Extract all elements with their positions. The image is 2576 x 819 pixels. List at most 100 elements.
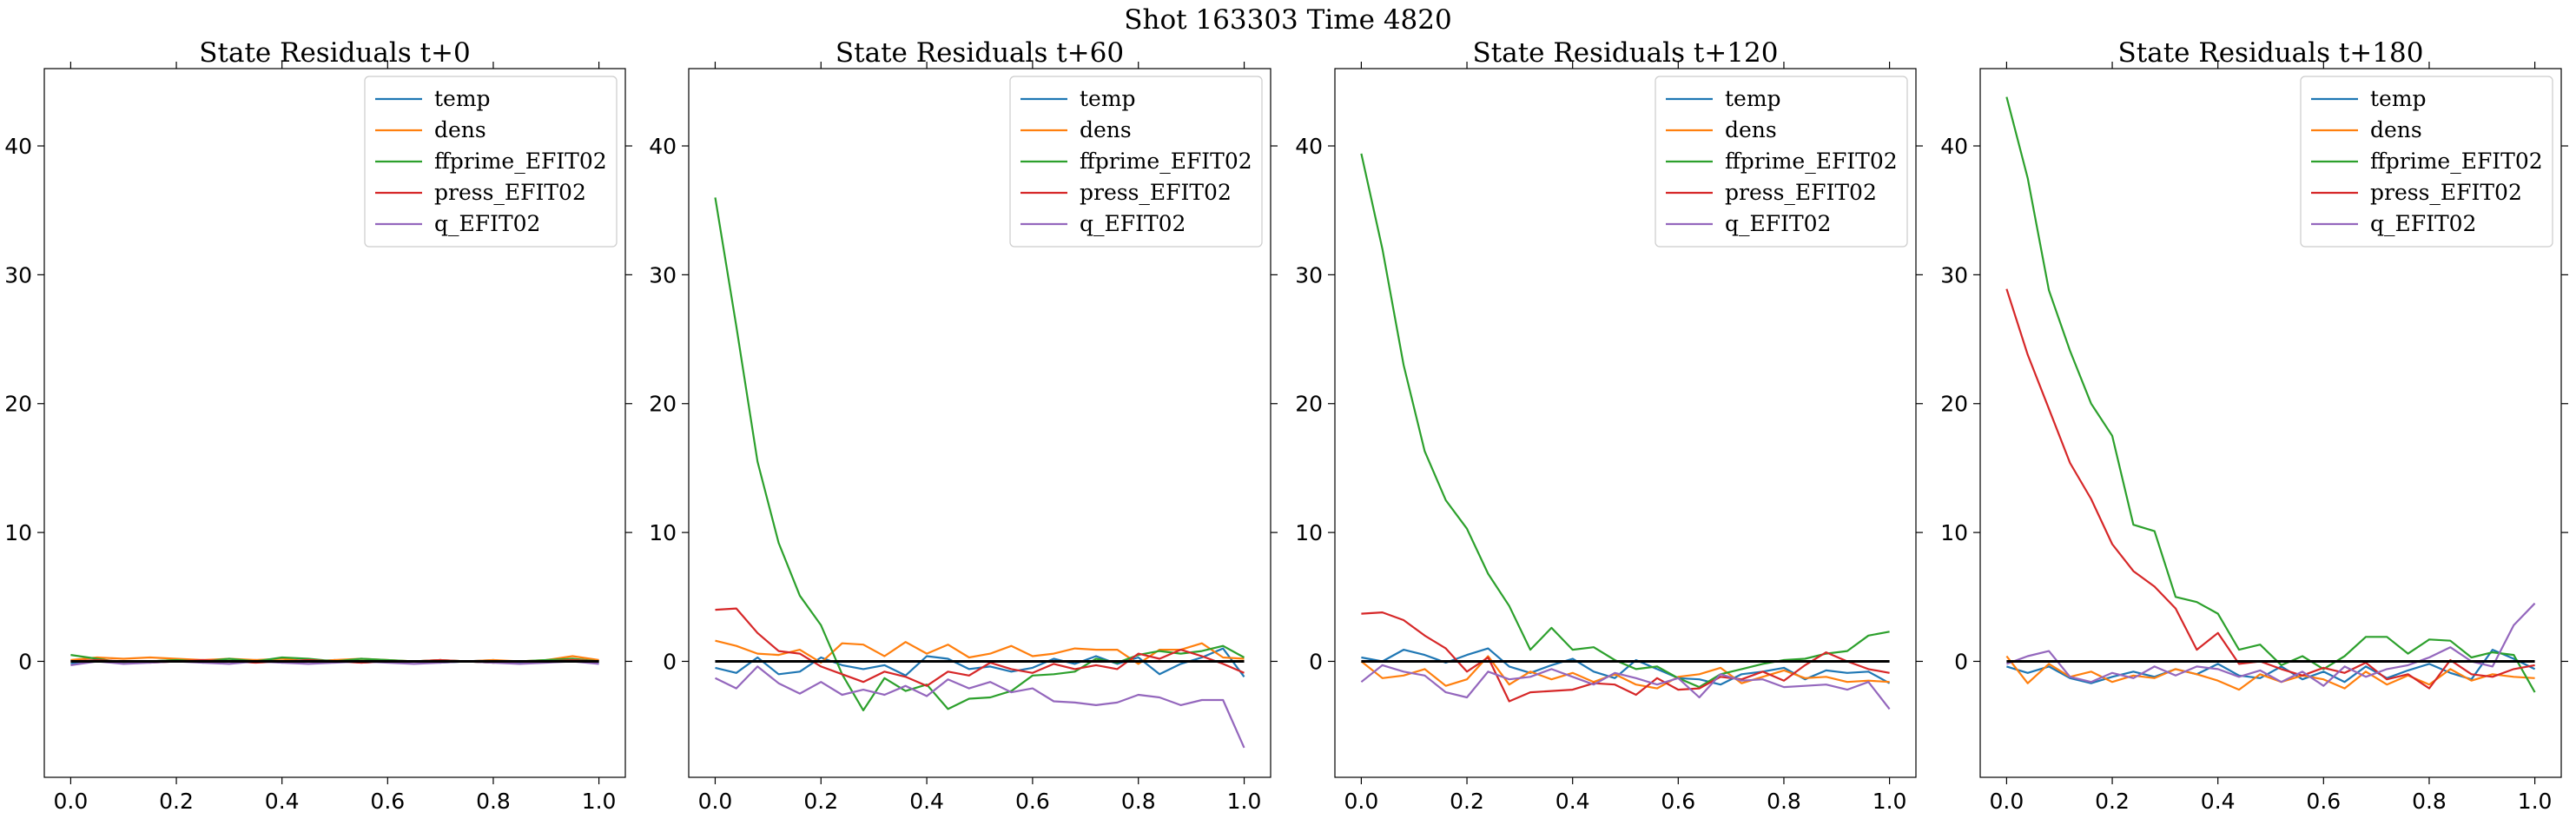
x-tick-label: 0.2 — [803, 789, 838, 814]
legend-label: q_EFIT02 — [434, 211, 540, 236]
x-tick-label: 0.6 — [370, 789, 405, 814]
legend-label: q_EFIT02 — [2370, 211, 2476, 236]
series-line-press_EFIT02 — [2005, 288, 2535, 690]
series-line-dens — [2005, 655, 2535, 691]
y-tick-label: 40 — [649, 134, 677, 159]
x-tick-label: 0.0 — [698, 789, 733, 814]
legend: temp dens ffprime_EFIT02 press_EFIT02 q_EFIT… — [2300, 76, 2553, 248]
series-line-q_EFIT02 — [1360, 664, 1891, 710]
series-line-press_EFIT02 — [715, 607, 1245, 687]
panels: State Residuals t+0 0.0 0.2 0.4 0.6 0.8 1.0 0 10… — [4, 37, 2568, 814]
y-tick-label: 30 — [649, 262, 677, 287]
subplot-1: State Residuals t+0 0.0 0.2 0.4 0.6 0.8 1.0 0 10… — [4, 37, 632, 814]
x-tick-label: 0.2 — [2095, 789, 2130, 814]
subplot-title: State Residuals t+180 — [2118, 37, 2424, 69]
legend: temp dens ffprime_EFIT02 press_EFIT02 q_EFIT… — [364, 76, 618, 248]
legend-label: temp — [2370, 86, 2427, 111]
legend-box — [1655, 76, 1908, 248]
legend-label: temp — [434, 86, 491, 111]
legend-label: ffprime_EFIT02 — [2370, 149, 2543, 174]
plot-area — [2005, 96, 2536, 693]
y-tick-label: 30 — [1940, 262, 1968, 287]
legend: temp dens ffprime_EFIT02 press_EFIT02 q_EFIT… — [1009, 76, 1263, 248]
y-tick-label: 40 — [1940, 134, 1968, 159]
x-tick-label: 0.8 — [2412, 789, 2447, 814]
axes-frame — [1979, 68, 2562, 778]
y-tick-label: 0 — [1954, 649, 1968, 674]
axes-frame — [1334, 68, 1917, 778]
x-tick-label: 0.6 — [1015, 789, 1050, 814]
series-line-q_EFIT02 — [715, 665, 1245, 749]
x-tick-label: 0.4 — [1556, 789, 1590, 814]
y-tick-label: 10 — [1940, 520, 1968, 545]
x-tick-label: 0.8 — [1767, 789, 1801, 814]
legend-label: ffprime_EFIT02 — [1725, 149, 1898, 174]
legend-label: q_EFIT02 — [1725, 211, 1831, 236]
x-tick-label: 0.2 — [1450, 789, 1484, 814]
x-tick-label: 0.8 — [476, 789, 511, 814]
x-tick-label: 0.2 — [159, 789, 194, 814]
legend-label: press_EFIT02 — [2370, 180, 2522, 205]
y-tick-label: 20 — [649, 392, 677, 417]
series-line-dens — [1360, 655, 1890, 690]
legend-box — [364, 76, 618, 248]
legend-label: ffprime_EFIT02 — [1080, 149, 1252, 174]
legend-label: q_EFIT02 — [1080, 211, 1186, 236]
y-tick-label: 10 — [649, 520, 677, 545]
y-tick-label: 30 — [1295, 262, 1323, 287]
y-tick-label: 0 — [1309, 649, 1323, 674]
y-tick-label: 40 — [1295, 134, 1323, 159]
legend-box — [1009, 76, 1263, 248]
x-tick-label: 1.0 — [582, 789, 617, 814]
legend-label: temp — [1080, 86, 1136, 111]
series-line-ffprime_EFIT02 — [2005, 96, 2536, 693]
subplot-4: State Residuals t+180 0.0 0.2 0.4 0.6 0.8 1.0 0… — [1940, 37, 2568, 814]
legend-label: press_EFIT02 — [1080, 180, 1232, 205]
subplot-3: State Residuals t+120 0.0 0.2 0.4 0.6 0.8 1.0 0… — [1295, 37, 1923, 814]
legend-box — [2300, 76, 2553, 248]
x-tick-label: 0.6 — [1661, 789, 1695, 814]
series-line-ffprime_EFIT02 — [714, 197, 1245, 711]
axes-frame — [688, 68, 1271, 778]
y-tick-label: 40 — [4, 134, 32, 159]
y-tick-label: 20 — [1940, 392, 1968, 417]
plot-area — [70, 654, 599, 666]
y-tick-label: 20 — [4, 392, 32, 417]
legend-label: press_EFIT02 — [1725, 180, 1877, 205]
x-tick-label: 0.4 — [2201, 789, 2236, 814]
plot-area — [1360, 153, 1891, 710]
x-tick-label: 0.0 — [54, 789, 89, 814]
subplot-title: State Residuals t+60 — [836, 37, 1124, 69]
y-tick-label: 0 — [18, 649, 32, 674]
legend: temp dens ffprime_EFIT02 press_EFIT02 q_EFIT… — [1655, 76, 1908, 248]
series-line-ffprime_EFIT02 — [1360, 153, 1890, 689]
y-tick-label: 20 — [1295, 392, 1323, 417]
series-line-press_EFIT02 — [1361, 611, 1890, 703]
x-tick-label: 1.0 — [1227, 789, 1262, 814]
y-tick-label: 0 — [663, 649, 677, 674]
plot-area — [714, 197, 1245, 749]
subplot-2: State Residuals t+60 0.0 0.2 0.4 0.6 0.8 1.0 0 1… — [649, 37, 1278, 814]
x-tick-label: 1.0 — [1873, 789, 1907, 814]
series-line-temp — [715, 647, 1245, 677]
x-tick-label: 0.4 — [265, 789, 300, 814]
x-tick-label: 0.8 — [1121, 789, 1156, 814]
legend-label: dens — [1080, 117, 1132, 142]
y-tick-label: 10 — [4, 520, 32, 545]
legend-label: temp — [1725, 86, 1781, 111]
x-tick-label: 0.6 — [2306, 789, 2341, 814]
legend-label: dens — [434, 117, 486, 142]
legend-label: ffprime_EFIT02 — [434, 149, 607, 174]
axes-frame — [43, 68, 626, 778]
figure-suptitle: Shot 163303 Time 4820 — [1124, 4, 1451, 36]
legend-label: press_EFIT02 — [434, 180, 586, 205]
legend-label: dens — [1725, 117, 1777, 142]
legend-label: dens — [2370, 117, 2422, 142]
series-line-q_EFIT02 — [2006, 602, 2536, 687]
y-tick-label: 30 — [4, 262, 32, 287]
x-tick-label: 0.0 — [1344, 789, 1379, 814]
x-tick-label: 0.0 — [1990, 789, 2024, 814]
y-tick-label: 10 — [1295, 520, 1323, 545]
subplot-title: State Residuals t+0 — [199, 37, 470, 69]
